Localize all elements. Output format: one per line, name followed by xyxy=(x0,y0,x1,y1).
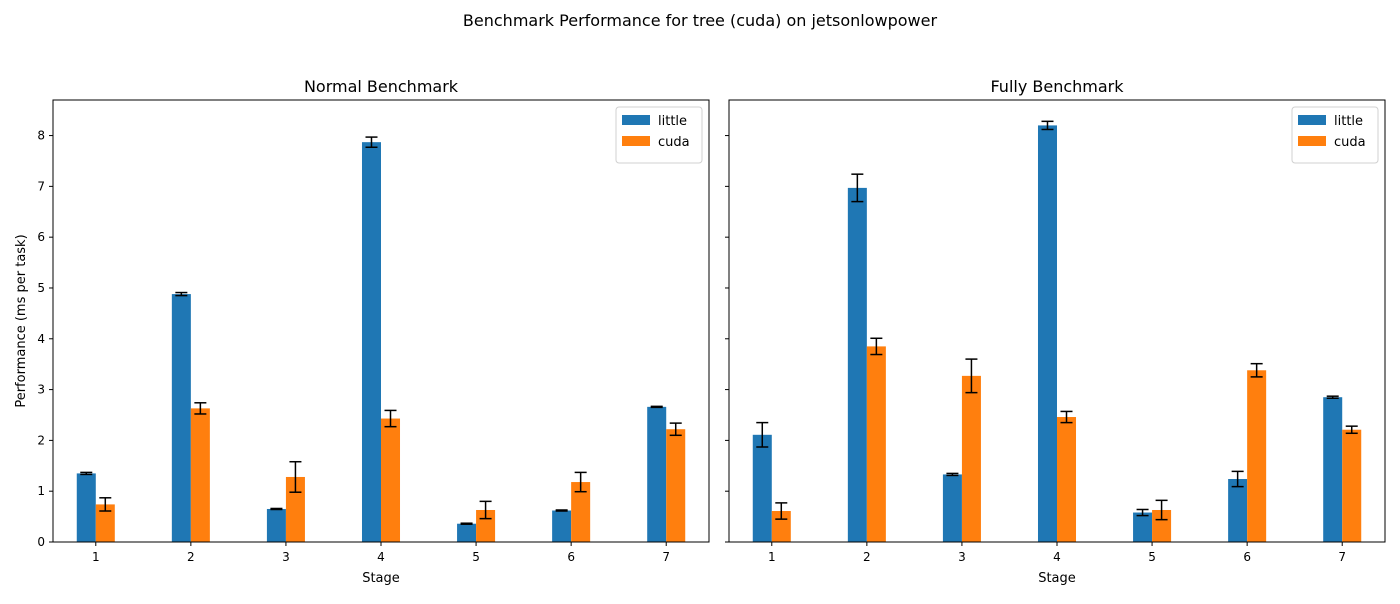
bar-little xyxy=(647,406,667,542)
bar-little xyxy=(171,294,191,542)
bar-cuda xyxy=(285,476,305,542)
x-tick-label: 3 xyxy=(282,550,290,564)
legend-swatch-little xyxy=(1298,115,1326,125)
bar-little xyxy=(942,474,962,542)
x-tick-label: 7 xyxy=(1338,550,1346,564)
bar-little xyxy=(457,523,477,542)
x-tick-label: 4 xyxy=(377,550,385,564)
bar-cuda xyxy=(1057,417,1077,542)
axes-frame xyxy=(728,99,1386,543)
bar-cuda xyxy=(1247,370,1267,542)
y-axis-label: Performance (ms per task) xyxy=(14,234,29,407)
subplot-title: Fully Benchmark xyxy=(990,77,1124,96)
bar-little xyxy=(1228,479,1248,542)
bar-cuda xyxy=(866,346,886,542)
y-tick-label: 6 xyxy=(37,230,45,244)
panel-fully-benchmark: Fully Benchmark Stage 1 2 3 4 5 6 7 little cuda xyxy=(725,77,1386,586)
bar-little xyxy=(552,510,572,542)
bar-little xyxy=(847,187,867,542)
bar-little xyxy=(752,434,772,542)
x-axis-label: Stage xyxy=(362,571,400,586)
bar-little xyxy=(1133,512,1153,542)
y-tick-label: 8 xyxy=(37,129,45,143)
legend-label-little: little xyxy=(658,114,687,129)
x-tick-label: 1 xyxy=(768,550,776,564)
bar-little xyxy=(1037,125,1057,543)
bar-little xyxy=(76,473,96,542)
legend-swatch-cuda xyxy=(1298,136,1326,146)
legend-swatch-cuda xyxy=(622,136,650,146)
legend-label-cuda: cuda xyxy=(658,135,690,150)
x-tick-label: 6 xyxy=(1243,550,1251,564)
legend-label-cuda: cuda xyxy=(1334,135,1366,150)
bar-little xyxy=(361,142,381,542)
figure-suptitle: Benchmark Performance for tree (cuda) on… xyxy=(463,11,938,30)
bar-cuda xyxy=(666,429,686,542)
x-tick-label: 3 xyxy=(958,550,966,564)
x-tick-label: 2 xyxy=(863,550,871,564)
panel-normal-benchmark: Normal Benchmark Stage 1 2 3 4 5 6 7 0 1 2 3 4 5 6 7 8 lit… xyxy=(37,77,710,586)
x-tick-label: 5 xyxy=(1148,550,1156,564)
x-tick-label: 4 xyxy=(1053,550,1061,564)
legend-swatch-little xyxy=(622,115,650,125)
y-tick-label: 1 xyxy=(37,484,45,498)
y-tick-label: 3 xyxy=(37,383,45,397)
y-tick-label: 0 xyxy=(37,535,45,549)
legend-label-little: little xyxy=(1334,114,1363,129)
y-tick-label: 5 xyxy=(37,281,45,295)
bar-cuda xyxy=(95,504,115,542)
x-tick-label: 5 xyxy=(472,550,480,564)
x-tick-label: 6 xyxy=(567,550,575,564)
x-axis-label: Stage xyxy=(1038,571,1076,586)
bar-cuda xyxy=(381,418,401,542)
bar-cuda xyxy=(190,408,210,542)
y-tick-label: 7 xyxy=(37,179,45,193)
bar-cuda xyxy=(1152,509,1172,542)
y-tick-label: 2 xyxy=(37,433,45,447)
bar-little xyxy=(1323,397,1343,542)
bar-cuda xyxy=(571,482,591,542)
x-tick-label: 2 xyxy=(187,550,195,564)
bar-cuda xyxy=(1342,429,1362,542)
x-tick-label: 7 xyxy=(662,550,670,564)
y-tick-label: 4 xyxy=(37,332,45,346)
bar-little xyxy=(266,508,286,542)
bar-cuda xyxy=(961,375,981,542)
axes-frame xyxy=(52,99,710,543)
x-tick-label: 1 xyxy=(92,550,100,564)
subplot-title: Normal Benchmark xyxy=(304,77,459,96)
